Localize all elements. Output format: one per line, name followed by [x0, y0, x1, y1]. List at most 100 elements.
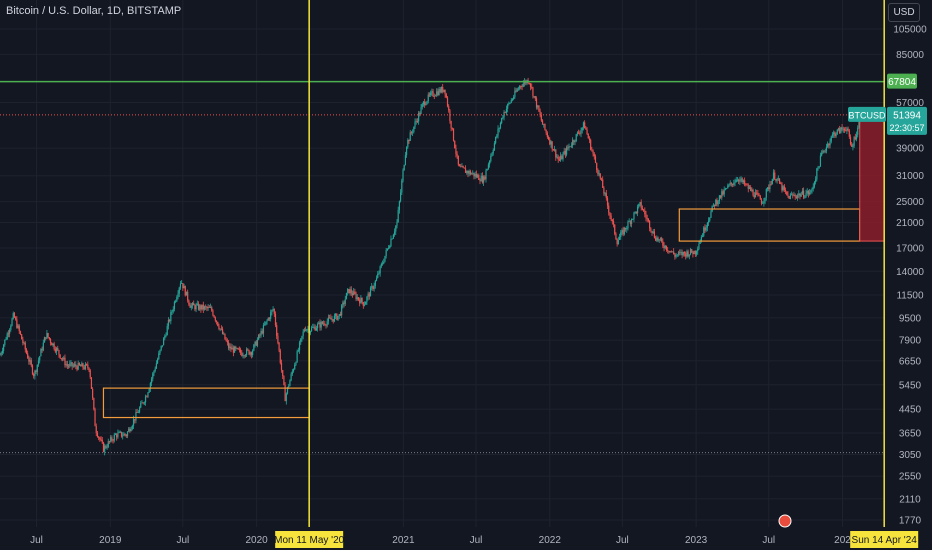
- candle-body: [722, 191, 724, 195]
- candle-body: [131, 425, 133, 429]
- projection-box[interactable]: [859, 114, 885, 242]
- candle: [40, 348, 42, 357]
- candle-body: [188, 300, 190, 305]
- candle-body: [40, 349, 42, 357]
- candle: [220, 325, 222, 331]
- candle: [426, 100, 428, 105]
- candle-body: [413, 126, 415, 132]
- candle-body: [620, 232, 622, 238]
- candle-body: [679, 252, 681, 254]
- candle-body: [33, 374, 35, 377]
- candle: [663, 242, 665, 252]
- candle-body: [549, 139, 551, 145]
- range-box[interactable]: [678, 208, 861, 242]
- candle: [729, 180, 731, 187]
- candle: [15, 316, 17, 321]
- candle: [421, 102, 423, 110]
- candle-body: [153, 370, 155, 374]
- candle-body: [728, 184, 730, 186]
- candle: [398, 200, 400, 214]
- candle: [796, 193, 799, 201]
- currency-button[interactable]: USD: [888, 3, 920, 22]
- candle: [640, 199, 642, 211]
- candle-body: [810, 190, 812, 193]
- candle-body: [718, 195, 720, 202]
- candle: [345, 292, 348, 300]
- candle: [159, 349, 161, 355]
- candle-body: [662, 241, 664, 246]
- candle-body: [829, 141, 831, 146]
- candle-body: [90, 377, 93, 389]
- candle-body: [353, 291, 355, 296]
- candle: [0, 352, 1, 356]
- candle: [315, 325, 317, 331]
- candle: [549, 137, 551, 146]
- candle: [436, 88, 438, 98]
- candle-body: [611, 219, 613, 222]
- y-axis-tick-label: 14000: [896, 267, 924, 278]
- candle-body: [469, 170, 471, 175]
- candle: [100, 436, 102, 442]
- candle-body: [499, 123, 502, 128]
- candle-body: [318, 322, 320, 325]
- candle-body: [123, 433, 125, 436]
- range-box[interactable]: [102, 387, 310, 419]
- candle: [432, 88, 434, 97]
- candle-body: [22, 339, 24, 344]
- candle-body: [3, 344, 5, 351]
- candle: [205, 304, 207, 310]
- candle-body: [701, 235, 704, 237]
- candle-body: [173, 301, 176, 310]
- candle-body: [313, 326, 315, 328]
- candle: [461, 163, 463, 168]
- candle-body: [665, 245, 668, 251]
- candle: [384, 255, 386, 263]
- candle: [829, 138, 831, 149]
- candle-body: [851, 144, 853, 147]
- candle-body: [464, 168, 467, 174]
- candle-body: [763, 201, 765, 204]
- candle-body: [246, 349, 248, 356]
- candle: [802, 187, 805, 200]
- candle-body: [159, 349, 161, 354]
- candle: [61, 357, 64, 362]
- candle: [644, 207, 646, 218]
- event-marker-icon[interactable]: [778, 514, 792, 528]
- candle: [309, 330, 311, 336]
- candle-body: [650, 228, 652, 231]
- candle-body: [397, 210, 399, 222]
- candle-body: [100, 439, 102, 441]
- candle-body: [182, 283, 184, 289]
- candle: [153, 370, 155, 377]
- event-marker-circle[interactable]: [778, 514, 792, 528]
- candle-body: [205, 306, 207, 308]
- candle-body: [853, 137, 855, 146]
- candle: [213, 314, 215, 318]
- candle: [296, 349, 298, 363]
- candle-body: [341, 305, 343, 316]
- candle: [290, 372, 292, 382]
- candle-body: [237, 348, 239, 350]
- candle: [307, 325, 309, 334]
- candle-body: [608, 205, 610, 213]
- candle: [793, 191, 795, 197]
- candle: [27, 350, 29, 359]
- candle-body: [768, 187, 770, 190]
- candle: [318, 321, 320, 325]
- candle-body: [185, 291, 188, 296]
- candle: [320, 320, 322, 331]
- candle-body: [147, 392, 149, 397]
- candle: [65, 361, 67, 368]
- candle-body: [9, 329, 11, 334]
- candle-body: [661, 238, 663, 242]
- candle-body: [709, 217, 711, 221]
- chart-drawings[interactable]: [0, 0, 885, 527]
- candle-body: [416, 121, 419, 122]
- candle-body: [427, 94, 429, 102]
- symbol-tag-text: BTCUSD: [848, 110, 886, 120]
- candle-body: [747, 184, 749, 189]
- candle-body: [440, 87, 443, 93]
- candle-body: [285, 393, 287, 402]
- candle: [555, 149, 557, 161]
